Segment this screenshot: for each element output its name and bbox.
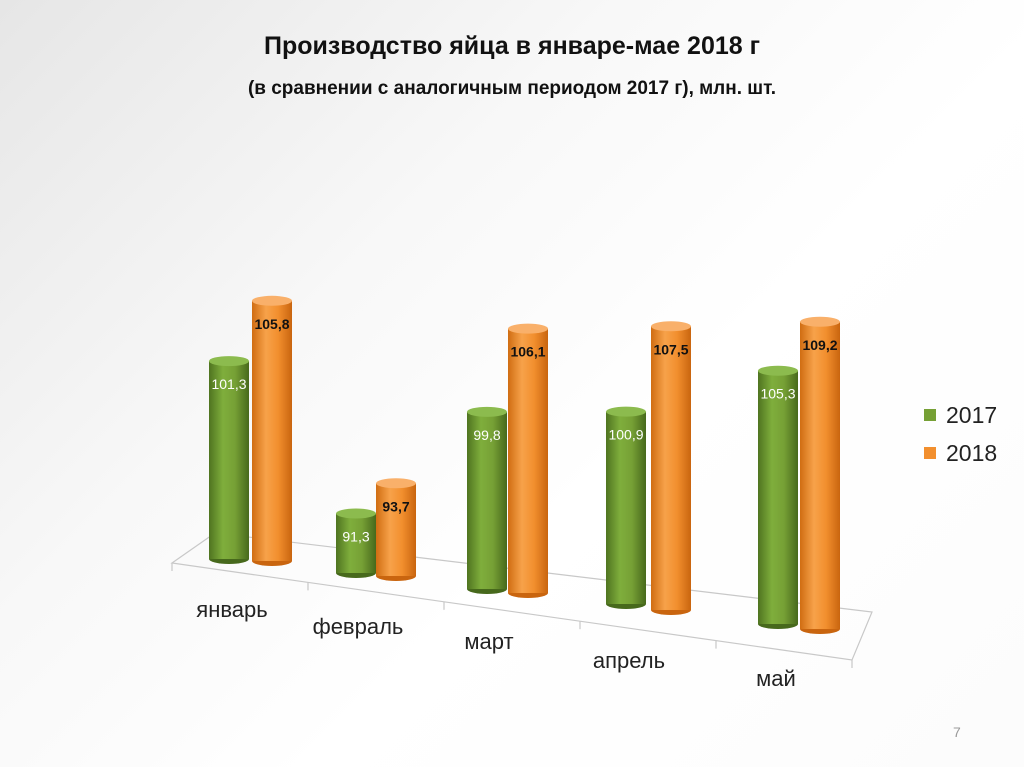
category-label-апрель: апрель [593, 648, 665, 673]
bar-2018-март-top [508, 323, 548, 334]
data-label-2017-январь: 101,3 [211, 376, 246, 392]
data-labels-group: 101,3 91,3 99,8 100,9 105,3 105,8 93,7 106,1 107… [211, 316, 837, 545]
data-label-2018-январь: 105,8 [254, 316, 289, 332]
category-label-май: май [756, 666, 796, 691]
chart-title: Производство яйца в январе-мае 2018 г [263, 32, 761, 60]
bar-2017-март [467, 406, 507, 594]
bar-2018-январь-body [252, 300, 292, 561]
data-label-2018-февраль: 93,7 [382, 498, 409, 514]
bar-2018-апрель-body [651, 326, 691, 610]
page-number: 7 [953, 724, 961, 740]
category-labels-group: январь февраль март апрель май [196, 597, 796, 691]
bar-2018-май [800, 316, 840, 634]
bar-2017-январь [209, 356, 249, 564]
bar-2017-май-body [758, 370, 798, 624]
bar-2018-май-body [800, 321, 840, 629]
chart-subtitle: (в сравнении с аналогичным периодом 2017… [247, 78, 777, 99]
data-label-2018-март: 106,1 [510, 344, 545, 360]
data-label-2017-февраль: 91,3 [342, 528, 369, 544]
bar-2018-февраль-body [376, 483, 416, 576]
data-label-2017-май: 105,3 [760, 386, 795, 402]
legend-label-2018: 2018 [946, 439, 998, 466]
bar-2017-май-top [758, 365, 798, 376]
bar-2018-январь [252, 295, 292, 566]
category-label-январь: январь [196, 597, 267, 622]
bar-2018-февраль [376, 478, 416, 581]
legend-item-2018: 2018 [924, 434, 997, 472]
data-label-2017-март: 99,8 [473, 427, 500, 443]
legend-swatch-2018 [924, 447, 936, 459]
data-label-2018-май: 109,2 [802, 337, 837, 353]
bar-2018-март [508, 323, 548, 598]
bars-group [209, 295, 840, 634]
bar-2018-апрель [651, 321, 691, 615]
bar-2017-апрель-top [606, 406, 646, 417]
bar-2017-март-body [467, 411, 507, 589]
legend-item-2017: 2017 [924, 396, 997, 434]
category-label-март: март [464, 629, 513, 654]
bar-2018-январь-top [252, 295, 292, 306]
legend-swatch-2017 [924, 409, 936, 421]
bar-2017-май [758, 365, 798, 629]
legend-label-2017: 2017 [946, 401, 998, 428]
bar-2018-март-body [508, 328, 548, 593]
bar-2017-февраль-body [336, 513, 376, 573]
bar-2018-апрель-top [651, 321, 691, 332]
category-label-февраль: февраль [313, 614, 404, 639]
bar-2017-апрель-body [606, 411, 646, 604]
chart-floor [170, 532, 873, 668]
bar-2018-май-top [800, 316, 840, 327]
legend: 2017 2018 [924, 396, 997, 472]
floor-plane [170, 532, 873, 661]
bar-2017-февраль [336, 508, 376, 578]
data-label-2018-апрель: 107,5 [653, 341, 688, 357]
bar-2017-январь-top [209, 356, 249, 367]
bar-2017-апрель [606, 406, 646, 609]
bar-2018-февраль-top [376, 478, 416, 489]
bar-2017-февраль-top [336, 508, 376, 519]
bar-2017-март-top [467, 406, 507, 417]
bar-2017-январь-body [209, 361, 249, 559]
data-label-2017-апрель: 100,9 [608, 427, 643, 443]
